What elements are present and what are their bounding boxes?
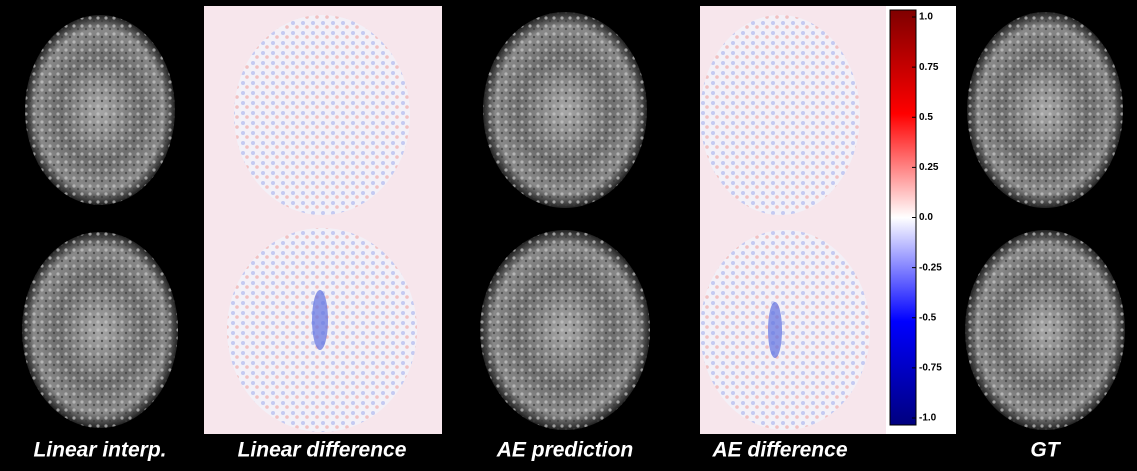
panel-label: Linear interp. bbox=[33, 439, 166, 462]
colorbar-tick-label: 0.25 bbox=[919, 162, 939, 173]
colorbar-tick-label: 0.75 bbox=[919, 62, 939, 73]
figure: Linear interp. Linear difference AE predic… bbox=[0, 0, 1137, 466]
panel-label: GT bbox=[1030, 439, 1061, 462]
colorbar-tick-label: 1.0 bbox=[919, 12, 933, 23]
colorbar-tick-label: 0.0 bbox=[919, 212, 933, 223]
colorbar-tick-label: -0.75 bbox=[919, 363, 942, 374]
panel-label: AE difference bbox=[712, 439, 848, 462]
colorbar-tick-label: -0.5 bbox=[919, 312, 937, 323]
colorbar-tick-label: 0.5 bbox=[919, 112, 933, 123]
colorbar-tick-label: -1.0 bbox=[919, 413, 937, 424]
panel-label: Linear difference bbox=[238, 439, 407, 462]
colorbar-tick-label: -0.25 bbox=[919, 262, 942, 273]
panel-label: AE prediction bbox=[496, 439, 634, 462]
